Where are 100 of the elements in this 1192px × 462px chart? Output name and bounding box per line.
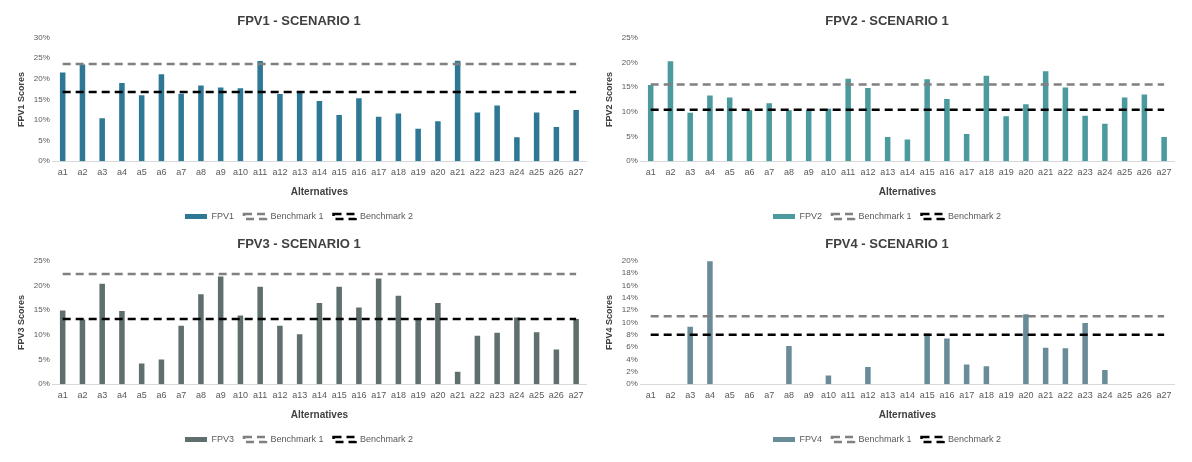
- y-tick-label: 20%: [621, 57, 638, 67]
- bar: [316, 303, 323, 385]
- legend-label: Benchmark 2: [948, 433, 1002, 444]
- x-tick-label: a23: [1077, 390, 1093, 401]
- bar: [356, 98, 362, 162]
- bar: [257, 286, 263, 385]
- x-tick-label: a5: [724, 390, 735, 401]
- x-tick-label: a13: [880, 167, 896, 178]
- bar: [237, 88, 244, 162]
- bar: [533, 332, 540, 385]
- x-tick-label: a14: [899, 390, 915, 401]
- x-tick-label: a9: [215, 167, 226, 178]
- x-tick-label: a24: [1097, 167, 1113, 178]
- bar: [277, 325, 283, 385]
- bar: [119, 311, 125, 385]
- y-tick-label: 16%: [621, 280, 638, 290]
- bar: [1102, 123, 1108, 162]
- x-tick-label: a26: [548, 390, 564, 401]
- chart-title: FPV3 - SCENARIO 1: [237, 236, 361, 252]
- bar: [963, 364, 970, 385]
- x-tick-label: a26: [548, 167, 564, 178]
- x-tick-label: a12: [860, 390, 876, 401]
- x-axis-title: Alternatives: [290, 408, 349, 420]
- legend-label: Benchmark 1: [858, 433, 912, 444]
- legend-label: Benchmark 2: [360, 210, 414, 221]
- y-tick-label: 12%: [621, 305, 638, 315]
- x-tick-label: a11: [252, 167, 268, 178]
- x-tick-label: a23: [489, 167, 505, 178]
- legend-label: Benchmark 1: [270, 210, 324, 221]
- x-tick-label: a18: [978, 390, 994, 401]
- x-tick-label: a24: [1097, 390, 1113, 401]
- bar: [435, 121, 441, 162]
- x-tick-label: a11: [252, 390, 268, 401]
- x-tick-label: a15: [331, 167, 347, 178]
- x-tick-label: a11: [840, 167, 856, 178]
- x-tick-label: a23: [1077, 167, 1093, 178]
- legend-label: Benchmark 1: [270, 433, 324, 444]
- bar: [983, 366, 990, 385]
- bar: [707, 95, 713, 162]
- y-tick-label: 8%: [626, 329, 638, 339]
- bar: [336, 115, 342, 162]
- y-tick-label: 10%: [621, 317, 638, 327]
- legend-label: Benchmark 2: [360, 433, 414, 444]
- x-tick-label: a2: [665, 167, 676, 178]
- legend-label: FPV1: [211, 210, 234, 221]
- x-tick-label: a6: [156, 390, 167, 401]
- x-tick-label: a1: [645, 390, 656, 401]
- bar: [884, 136, 891, 162]
- legend-label: Benchmark 1: [858, 210, 912, 221]
- x-tick-label: a9: [215, 390, 226, 401]
- bar: [138, 363, 145, 385]
- x-tick-label: a17: [371, 390, 387, 401]
- y-tick-label: 10%: [33, 115, 50, 125]
- y-tick-label: 6%: [626, 342, 638, 352]
- x-tick-label: a4: [704, 390, 715, 401]
- y-tick-label: 25%: [33, 53, 50, 63]
- x-tick-label: a20: [430, 167, 446, 178]
- bar: [119, 82, 125, 162]
- bar: [944, 98, 950, 162]
- x-tick-label: a25: [1117, 390, 1133, 401]
- y-tick-label: 0%: [626, 156, 638, 166]
- legend-label: FPV4: [799, 433, 822, 444]
- bar: [573, 110, 579, 162]
- x-tick-label: a10: [232, 390, 248, 401]
- bar: [865, 88, 871, 162]
- x-tick-label: a8: [195, 390, 206, 401]
- y-axis-title: FPV3 Scores: [15, 294, 26, 350]
- bar: [573, 318, 579, 385]
- x-tick-label: a10: [232, 167, 248, 178]
- bar: [1023, 104, 1029, 162]
- x-tick-label: a22: [469, 167, 485, 178]
- bar: [79, 319, 86, 385]
- x-tick-label: a6: [744, 167, 755, 178]
- bar: [395, 113, 402, 162]
- bar: [415, 128, 421, 162]
- x-tick-label: a14: [899, 167, 915, 178]
- x-tick-label: a19: [410, 390, 426, 401]
- bar: [198, 294, 204, 385]
- y-axis-title: FPV1 Scores: [15, 71, 26, 127]
- x-tick-label: a3: [685, 167, 696, 178]
- bar: [1082, 115, 1088, 162]
- chart-title: FPV2 - SCENARIO 1: [825, 13, 949, 29]
- x-tick-label: a10: [820, 390, 836, 401]
- y-tick-label: 20%: [33, 74, 50, 83]
- legend-label: FPV2: [799, 210, 822, 221]
- x-tick-label: a19: [998, 390, 1014, 401]
- bar: [494, 105, 500, 162]
- x-axis-title: Alternatives: [878, 408, 937, 420]
- bar: [296, 334, 303, 385]
- x-tick-label: a13: [292, 167, 308, 178]
- y-tick-label: 5%: [626, 131, 638, 141]
- bar: [1102, 369, 1108, 385]
- x-tick-label: a25: [1117, 167, 1133, 178]
- bar: [687, 112, 693, 162]
- bar: [435, 303, 441, 385]
- bar: [316, 101, 323, 162]
- x-tick-label: a7: [176, 390, 187, 401]
- bar: [178, 325, 184, 385]
- bar: [944, 338, 950, 385]
- bar: [415, 318, 421, 385]
